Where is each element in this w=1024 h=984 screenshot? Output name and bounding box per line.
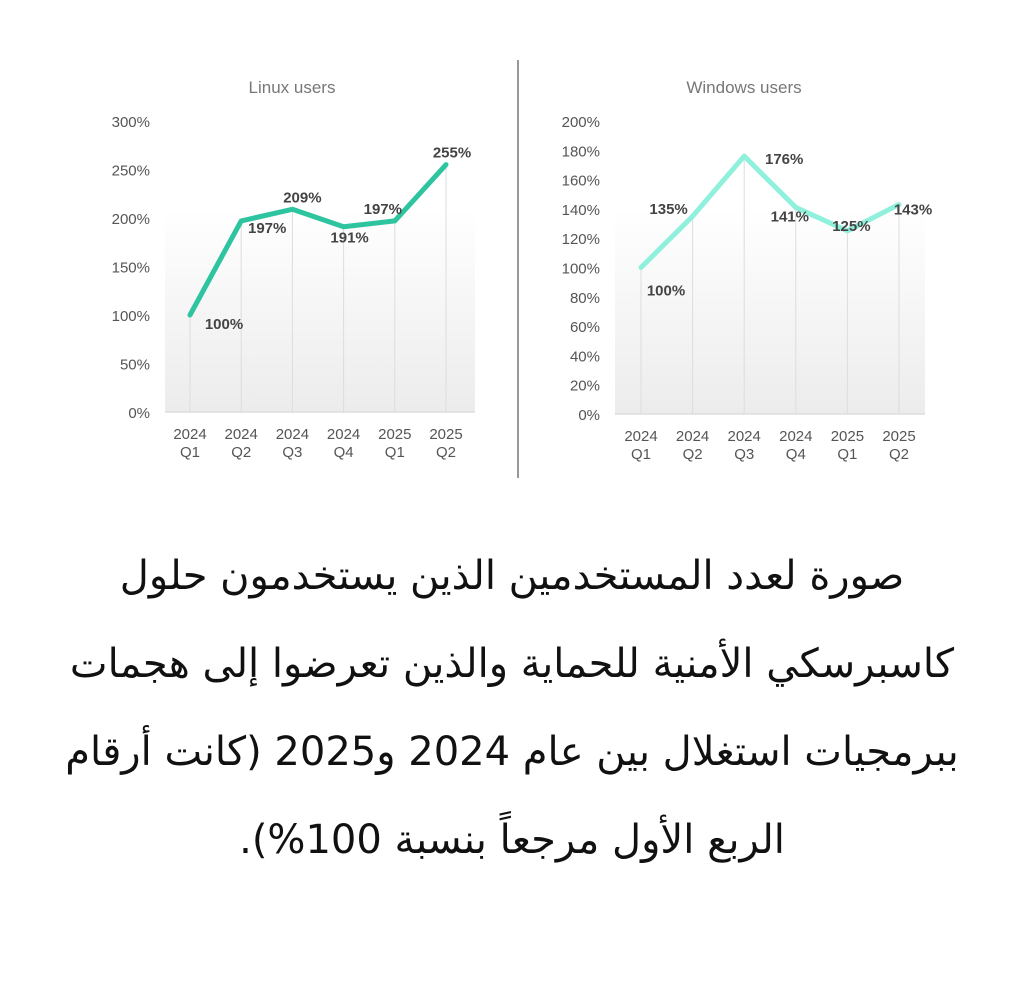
x-tick-label-quarter: Q2 xyxy=(683,446,703,463)
caption: صورة لعدد المستخدمين الذين يستخدمون حلول… xyxy=(65,553,959,863)
y-tick-label: 50% xyxy=(120,357,150,374)
x-tick-label-year: 2024 xyxy=(676,428,709,445)
data-label: 125% xyxy=(832,218,870,235)
y-tick-label: 100% xyxy=(112,308,150,325)
data-label: 143% xyxy=(894,202,932,219)
chart-title: Linux users xyxy=(249,78,336,97)
series-line xyxy=(638,153,902,270)
y-tick-label: 200% xyxy=(562,114,600,131)
data-label: 197% xyxy=(364,201,402,218)
x-tick-label-year: 2024 xyxy=(779,428,812,445)
x-tick-label-year: 2024 xyxy=(728,428,761,445)
x-tick-label-quarter: Q1 xyxy=(631,446,651,463)
x-tick-label-quarter: Q2 xyxy=(889,446,909,463)
y-tick-label: 60% xyxy=(570,319,600,336)
data-label: 141% xyxy=(771,208,809,225)
y-tick-label: 80% xyxy=(570,290,600,307)
y-tick-label: 150% xyxy=(112,260,150,277)
plot-background xyxy=(165,208,475,412)
chart-title: Windows users xyxy=(686,78,801,97)
x-tick-label-year: 2025 xyxy=(882,428,915,445)
x-tick-label-quarter: Q3 xyxy=(734,446,754,463)
y-tick-label: 100% xyxy=(562,261,600,278)
x-tick-label-quarter: Q1 xyxy=(385,444,405,461)
y-tick-label: 200% xyxy=(112,211,150,228)
data-point xyxy=(392,218,397,223)
y-tick-label: 0% xyxy=(578,407,600,424)
data-label: 100% xyxy=(205,316,243,333)
x-tick-label-year: 2024 xyxy=(624,428,657,445)
x-tick-label-year: 2024 xyxy=(276,426,309,443)
data-point xyxy=(793,205,798,210)
x-tick-label-quarter: Q1 xyxy=(180,444,200,461)
data-label: 176% xyxy=(765,151,803,168)
data-point xyxy=(188,313,192,317)
y-tick-label: 20% xyxy=(570,378,600,395)
y-tick-label: 250% xyxy=(112,163,150,180)
data-point xyxy=(742,154,747,159)
data-label: 209% xyxy=(283,189,321,206)
charts-area: Linux users 0% 50% 100% 150% 200% 250% 300% 2024… xyxy=(112,60,932,478)
x-tick-label-year: 2024 xyxy=(173,426,206,443)
plot-background xyxy=(615,208,925,414)
data-label: 197% xyxy=(248,220,286,237)
data-label: 100% xyxy=(647,283,685,300)
x-tick-label-quarter: Q2 xyxy=(231,444,251,461)
x-tick-label-year: 2025 xyxy=(429,426,462,443)
data-label: 135% xyxy=(649,201,687,218)
data-label: 191% xyxy=(330,230,368,247)
x-tick-label-quarter: Q3 xyxy=(282,444,302,461)
x-tick-label-quarter: Q4 xyxy=(334,444,354,461)
y-tick-label: 180% xyxy=(562,143,600,160)
y-tick-label: 300% xyxy=(112,114,150,131)
data-point xyxy=(690,214,695,219)
data-point xyxy=(639,265,643,270)
data-point xyxy=(845,228,850,233)
x-tick-label-quarter: Q1 xyxy=(837,446,857,463)
y-tick-label: 120% xyxy=(562,231,600,248)
x-tick-label-year: 2024 xyxy=(327,426,360,443)
data-point xyxy=(444,162,448,167)
y-tick-label: 160% xyxy=(562,173,600,190)
x-tick-label-year: 2025 xyxy=(831,428,864,445)
y-tick-label: 0% xyxy=(128,405,150,422)
data-point xyxy=(341,224,346,229)
x-tick-label-quarter: Q2 xyxy=(436,444,456,461)
x-tick-label-quarter: Q4 xyxy=(786,446,806,463)
data-point xyxy=(897,202,901,207)
y-tick-label: 140% xyxy=(562,202,600,219)
data-point xyxy=(290,207,295,212)
data-point xyxy=(239,218,244,223)
y-tick-label: 40% xyxy=(570,348,600,365)
x-tick-label-year: 2025 xyxy=(378,426,411,443)
data-label: 255% xyxy=(433,145,471,162)
x-tick-label-year: 2024 xyxy=(225,426,258,443)
series-line xyxy=(187,162,449,318)
